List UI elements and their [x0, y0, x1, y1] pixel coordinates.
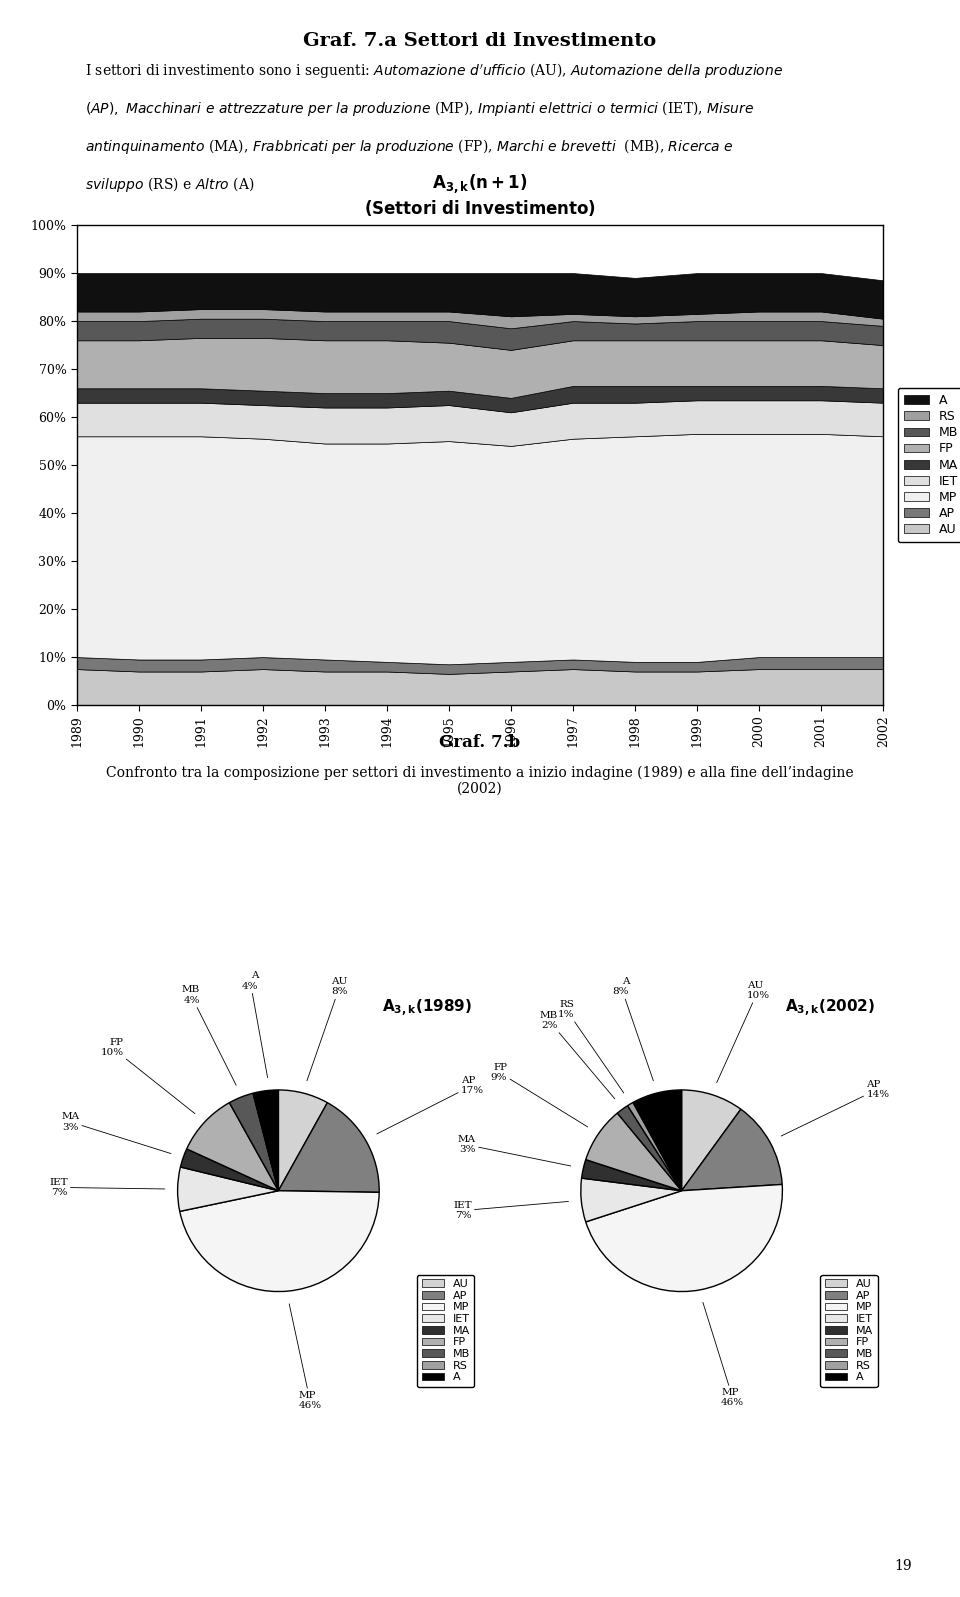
Wedge shape [180, 1148, 278, 1191]
Wedge shape [278, 1091, 327, 1191]
Text: MP
46%: MP 46% [289, 1303, 322, 1410]
Wedge shape [682, 1091, 741, 1191]
Text: RS
1%: RS 1% [558, 1000, 624, 1092]
Text: AP
17%: AP 17% [377, 1076, 484, 1134]
Text: IET
7%: IET 7% [453, 1201, 568, 1220]
Text: Confronto tra la composizione per settori di investimento a inizio indagine (198: Confronto tra la composizione per settor… [107, 765, 853, 795]
Text: I settori di investimento sono i seguenti: $\mathit{Automazione\ d'ufficio}$ (AU: I settori di investimento sono i seguent… [84, 62, 783, 80]
Wedge shape [178, 1167, 278, 1212]
Wedge shape [581, 1179, 682, 1222]
Wedge shape [582, 1159, 682, 1191]
Wedge shape [586, 1113, 682, 1191]
Legend: A, RS, MB, FP, MA, IET, MP, AP, AU: A, RS, MB, FP, MA, IET, MP, AP, AU [898, 388, 960, 543]
Text: MA
3%: MA 3% [458, 1135, 570, 1166]
Wedge shape [682, 1110, 782, 1191]
Wedge shape [180, 1191, 379, 1292]
Text: FP
10%: FP 10% [101, 1038, 195, 1113]
Text: $\mathbf{A_{3,k}(2002)}$: $\mathbf{A_{3,k}(2002)}$ [785, 997, 876, 1019]
Wedge shape [229, 1094, 278, 1191]
Text: FP
9%: FP 9% [491, 1062, 588, 1127]
Text: A
4%: A 4% [242, 971, 268, 1078]
Legend: AU, AP, MP, IET, MA, FP, MB, RS, A: AU, AP, MP, IET, MA, FP, MB, RS, A [821, 1274, 877, 1386]
Title: $\mathbf{A_{3,k}(n+1)}$
$\mathbf{(Settori\ di\ Investimento)}$: $\mathbf{A_{3,k}(n+1)}$ $\mathbf{(Settor… [364, 172, 596, 217]
Text: MP
46%: MP 46% [703, 1303, 744, 1407]
Text: $\mathbf{A_{3,k}(1989)}$: $\mathbf{A_{3,k}(1989)}$ [382, 997, 472, 1019]
Wedge shape [617, 1105, 682, 1191]
Text: MB
2%: MB 2% [540, 1011, 614, 1099]
Wedge shape [628, 1102, 682, 1191]
Text: AU
8%: AU 8% [307, 977, 348, 1081]
Text: Graf. 7.b: Graf. 7.b [440, 735, 520, 751]
Text: AU
10%: AU 10% [717, 981, 770, 1083]
Wedge shape [278, 1102, 379, 1193]
Text: $\mathit{antinquinamento}$ (MA), $\mathit{Frabbricati\ per\ la\ produzione}$ (FP: $\mathit{antinquinamento}$ (MA), $\mathi… [84, 137, 733, 157]
Wedge shape [586, 1185, 782, 1292]
Text: $\mathit{(AP),\ Macchinari\ e\ attrezzature\ per\ la\ produzione}$ (MP), $\mathi: $\mathit{(AP),\ Macchinari\ e\ attrezzat… [84, 99, 754, 118]
Text: MA
3%: MA 3% [61, 1112, 171, 1153]
Wedge shape [253, 1094, 278, 1191]
Text: MB
4%: MB 4% [181, 985, 236, 1086]
Legend: AU, AP, MP, IET, MA, FP, MB, RS, A: AU, AP, MP, IET, MA, FP, MB, RS, A [418, 1274, 474, 1386]
Text: A
8%: A 8% [612, 977, 654, 1081]
Text: Graf. 7.a Settori di Investimento: Graf. 7.a Settori di Investimento [303, 32, 657, 50]
Wedge shape [633, 1091, 682, 1191]
Text: IET
7%: IET 7% [49, 1177, 165, 1198]
Wedge shape [253, 1091, 278, 1191]
Text: $\mathit{sviluppo}$ (RS) e $\mathit{Altro}$ (A): $\mathit{sviluppo}$ (RS) e $\mathit{Altr… [84, 174, 254, 193]
Wedge shape [186, 1102, 278, 1191]
Text: AP
14%: AP 14% [781, 1080, 889, 1135]
Text: 19: 19 [895, 1559, 912, 1573]
